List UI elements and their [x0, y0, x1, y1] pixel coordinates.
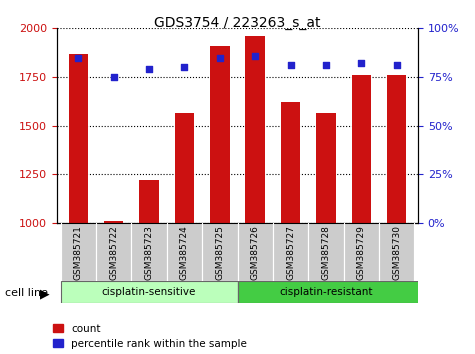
Point	[251, 53, 259, 58]
Text: GSM385730: GSM385730	[392, 225, 401, 280]
Bar	[308, 223, 344, 281]
Text: GSM385721: GSM385721	[74, 225, 83, 280]
Text: GSM385725: GSM385725	[215, 225, 224, 280]
Point	[75, 55, 82, 60]
Point	[287, 62, 294, 68]
Text: cisplatin-resistant: cisplatin-resistant	[279, 287, 373, 297]
Bar	[68, 53, 88, 223]
Point	[110, 74, 117, 80]
Bar	[60, 281, 238, 303]
Bar	[387, 75, 407, 223]
Bar	[175, 113, 194, 223]
Text: GSM385724: GSM385724	[180, 225, 189, 280]
Bar	[202, 223, 238, 281]
Bar	[352, 75, 371, 223]
Text: GSM385722: GSM385722	[109, 225, 118, 280]
Point	[216, 55, 224, 60]
Point	[180, 64, 188, 70]
Text: GSM385723: GSM385723	[144, 225, 153, 280]
Bar	[273, 223, 308, 281]
Bar	[60, 223, 96, 281]
Bar	[131, 223, 167, 281]
Text: cisplatin-sensitive: cisplatin-sensitive	[102, 287, 196, 297]
Bar	[210, 46, 229, 223]
Bar	[316, 113, 336, 223]
Bar	[281, 102, 300, 223]
Bar	[344, 223, 379, 281]
Text: GSM385728: GSM385728	[322, 225, 331, 280]
Point	[322, 62, 330, 68]
Legend: count, percentile rank within the sample: count, percentile rank within the sample	[53, 324, 247, 349]
Bar	[104, 221, 124, 223]
Bar	[238, 223, 273, 281]
Bar	[238, 281, 432, 303]
Point	[145, 67, 153, 72]
Text: GSM385727: GSM385727	[286, 225, 295, 280]
Point	[393, 62, 400, 68]
Bar	[139, 180, 159, 223]
Point	[358, 61, 365, 66]
Text: ▶: ▶	[40, 287, 50, 300]
Text: cell line: cell line	[5, 288, 48, 298]
Text: GSM385726: GSM385726	[251, 225, 260, 280]
Text: GSM385729: GSM385729	[357, 225, 366, 280]
Bar	[246, 36, 265, 223]
Bar	[167, 223, 202, 281]
Text: GDS3754 / 223263_s_at: GDS3754 / 223263_s_at	[154, 16, 321, 30]
Bar	[379, 223, 415, 281]
Bar	[96, 223, 131, 281]
